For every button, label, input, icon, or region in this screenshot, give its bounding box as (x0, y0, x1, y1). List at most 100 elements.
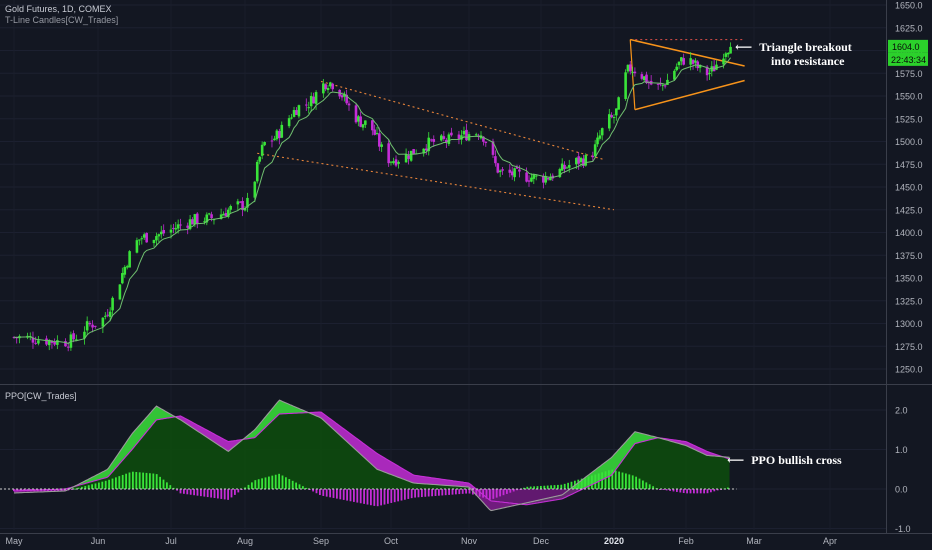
candle-body (121, 273, 124, 284)
ppo-area-fill (393, 475, 395, 489)
ppo-area-fill (722, 456, 724, 489)
ppo-area-fill (288, 413, 290, 489)
ppo-area-fill (725, 457, 727, 489)
ppo-area-fill (435, 484, 437, 489)
ppo-histogram-bar (570, 481, 573, 489)
candle-body (157, 234, 161, 237)
candle-body (101, 317, 105, 327)
candle-body (591, 155, 595, 158)
ppo-cross-fill (293, 405, 295, 414)
ppo-cross-fill (209, 431, 211, 440)
ppo-histogram-bar (676, 489, 678, 492)
ppo-area-fill (363, 456, 365, 489)
ppo-area-fill (438, 484, 440, 489)
candle-body (263, 142, 266, 146)
ppo-area-fill (215, 442, 217, 489)
ppo-histogram-bar (468, 489, 471, 494)
candle-body (222, 213, 225, 216)
ppo-area-fill (651, 438, 653, 489)
y-tick-label: 1550.0 (895, 92, 923, 102)
ppo-area-fill (671, 441, 673, 489)
ppo-area-fill (258, 432, 260, 489)
ppo-area-fill (231, 447, 233, 489)
ppo-cross-fill (152, 409, 154, 426)
candle-body (91, 324, 94, 328)
ppo-area-fill (371, 463, 373, 489)
ppo-histogram-bar (546, 485, 549, 489)
ppo-histogram-bar (397, 489, 399, 502)
ppo-cross-fill (230, 441, 232, 451)
candle-body (210, 214, 213, 219)
candle-body (331, 83, 334, 90)
ppo-area-fill (540, 489, 542, 503)
ppo-cross-fill (296, 407, 298, 414)
ppo-area-fill (254, 436, 256, 489)
ppo-cross-fill (375, 452, 377, 470)
ppo-area-fill (260, 431, 262, 489)
ppo-histogram-bar (213, 489, 216, 498)
ppo-area-fill (570, 489, 572, 495)
ppo-histogram-bar (370, 489, 372, 506)
y-tick-label: 1500.0 (895, 137, 923, 147)
ppo-area-fill (245, 438, 247, 489)
candle-body (275, 130, 279, 140)
ppo-cross-fill (395, 464, 397, 477)
candle-body (460, 135, 463, 140)
ppo-area-fill (446, 485, 448, 489)
ppo-histogram-bar (611, 469, 614, 489)
candle-body (340, 95, 344, 98)
ppo-area-fill (339, 434, 341, 489)
candle-body (361, 124, 365, 128)
ppo-histogram-bar (94, 483, 97, 489)
ppo-cross-fill (201, 427, 203, 435)
ppo-histogram-bar (638, 478, 641, 489)
candle-body (642, 76, 646, 81)
ppo-area-fill (159, 419, 161, 489)
ppo-cross-fill (93, 475, 95, 482)
candle-body (567, 165, 571, 168)
ppo-cross-fill (125, 441, 127, 458)
ppo-area-fill (294, 413, 296, 489)
ppo-area-fill (197, 430, 199, 489)
ppo-histogram-bar (689, 489, 692, 494)
ppo-area-fill (312, 414, 314, 489)
ppo-cross-fill (99, 472, 101, 480)
ppo-cross-fill (254, 428, 256, 438)
ppo-area-fill (533, 489, 535, 504)
ppo-area-fill (513, 489, 515, 506)
candle-body (691, 59, 695, 64)
ppo-y-tick-label: 2.0 (895, 406, 908, 416)
ppo-histogram-bar (349, 489, 352, 502)
ppo-cross-fill (440, 478, 442, 486)
ppo-annotation: ⟵ PPO bullish cross (727, 453, 842, 467)
ppo-cross-fill (684, 441, 686, 446)
candle-body (558, 169, 562, 178)
ppo-area-fill (201, 433, 203, 489)
ppo-area-fill (450, 485, 452, 489)
ppo-area-fill (683, 444, 685, 489)
ppo-histogram-bar (621, 472, 624, 489)
ppo-cross-fill (350, 433, 352, 446)
ppo-cross-fill (149, 412, 151, 429)
ppo-area-fill (321, 418, 323, 489)
ppo-y-tick-label: 0.0 (895, 485, 908, 495)
ppo-area-fill (534, 489, 536, 504)
ppo-area-fill (408, 481, 410, 489)
ppo-histogram-bar (101, 481, 104, 489)
ppo-cross-fill (267, 412, 269, 426)
ppo-histogram-bar (16, 489, 19, 492)
ppo-area-fill (308, 412, 310, 489)
candle-body (236, 201, 240, 205)
ppo-area-fill (684, 445, 686, 489)
ppo-cross-fill (329, 417, 331, 427)
ppo-area-fill (206, 436, 208, 489)
ppo-cross-fill (638, 432, 640, 443)
ppo-area-fill (200, 432, 202, 489)
ppo-area-fill (249, 438, 251, 489)
ppo-area-fill (86, 482, 88, 489)
ppo-cross-fill (438, 478, 440, 485)
ppo-cross-fill (690, 443, 692, 449)
ppo-area-fill (173, 416, 175, 489)
candle-body (397, 161, 400, 164)
